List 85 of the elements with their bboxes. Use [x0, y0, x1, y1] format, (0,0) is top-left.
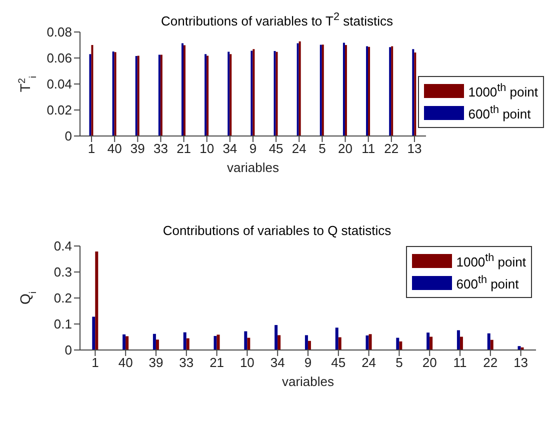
- x-tick-label: 40: [118, 355, 133, 370]
- bar: [183, 332, 186, 350]
- x-tick-label: 34: [222, 141, 238, 156]
- x-tick-label: 9: [249, 141, 257, 156]
- bar: [247, 338, 250, 350]
- bar: [487, 333, 490, 350]
- bar: [91, 45, 94, 136]
- bar: [230, 54, 232, 136]
- x-tick-label: 21: [176, 141, 192, 156]
- legend-label: 600$^{th}$ point: [468, 104, 531, 122]
- x-tick-label: 9: [304, 355, 312, 370]
- bar: [490, 340, 494, 350]
- legend-label: 1000$^{th}$ point: [468, 82, 538, 100]
- bar: [304, 335, 308, 350]
- bar: [126, 336, 129, 350]
- x-tick-label: 11: [362, 141, 376, 156]
- x-tick-label: 33: [154, 141, 168, 156]
- bar: [122, 334, 126, 350]
- bar: [335, 328, 338, 350]
- y-tick-label: 0.04: [46, 76, 72, 92]
- x-tick-label: 22: [384, 141, 399, 156]
- bar: [214, 336, 217, 350]
- x-tick-label: 5: [396, 355, 403, 370]
- x-axis-title: variables: [282, 374, 335, 389]
- legend-label: 600$^{th}$ point: [456, 274, 519, 292]
- y-tick-label: 0.3: [54, 264, 72, 280]
- bar: [228, 52, 230, 136]
- x-tick-label: 40: [107, 141, 122, 156]
- x-axis-title: variables: [226, 160, 280, 175]
- bar: [244, 331, 248, 350]
- x-tick-label: 33: [179, 355, 194, 370]
- x-tick-label: 21: [210, 355, 224, 370]
- y-tick-label: 0.08: [46, 24, 72, 40]
- y-tick-label: 0.1: [54, 316, 72, 332]
- bar: [368, 334, 372, 350]
- x-tick-label: 45: [331, 355, 346, 370]
- x-tick-label: 34: [270, 355, 285, 370]
- bar: [152, 334, 156, 350]
- bar: [89, 54, 92, 136]
- bar: [216, 334, 220, 350]
- bar: [181, 43, 184, 136]
- bar: [92, 316, 96, 350]
- bar: [95, 251, 98, 350]
- x-tick-label: 5: [318, 141, 326, 156]
- x-tick-label: 39: [148, 355, 164, 370]
- bar: [460, 336, 463, 350]
- x-tick-label: 39: [130, 141, 145, 156]
- chart-title: Contributions of variables to Q statistics: [162, 222, 392, 240]
- bar: [456, 330, 460, 350]
- x-tick-label: 1: [88, 141, 96, 156]
- y-tick-label: 0.06: [46, 50, 72, 66]
- y-tick-label: 0.2: [54, 290, 72, 306]
- y-tick-label: 0: [64, 128, 72, 144]
- bar: [414, 52, 416, 136]
- y-tick-label: 0.02: [46, 102, 72, 118]
- legend-label: 1000$^{th}$ point: [456, 252, 526, 270]
- x-tick-label: 20: [338, 141, 352, 156]
- y-tick-label: 0: [64, 342, 72, 358]
- x-tick-label: 11: [453, 355, 467, 370]
- bar: [399, 341, 402, 350]
- x-tick-label: 10: [240, 355, 254, 370]
- bar: [366, 335, 369, 350]
- x-tick-label: 20: [422, 355, 437, 370]
- bar: [308, 340, 311, 350]
- x-tick-label: 13: [407, 141, 422, 156]
- y-tick-label: 0.4: [54, 238, 72, 254]
- x-tick-label: 1: [92, 355, 99, 370]
- bar: [344, 45, 347, 136]
- bar: [186, 338, 190, 350]
- bar: [338, 337, 342, 350]
- bar: [430, 336, 433, 350]
- bar: [342, 42, 345, 136]
- bar: [396, 338, 400, 350]
- bar: [412, 49, 414, 136]
- bar: [156, 340, 159, 350]
- x-tick-label: 10: [200, 141, 214, 156]
- x-tick-label: 22: [483, 355, 498, 370]
- bar: [274, 325, 278, 350]
- x-tick-label: 13: [514, 355, 528, 370]
- x-tick-label: 24: [292, 141, 306, 156]
- chart-title: Contributions of variables to T$^{2}$ statistics: [160, 10, 394, 28]
- x-tick-label: 24: [362, 355, 376, 370]
- x-tick-label: 45: [268, 141, 284, 156]
- bar: [426, 332, 430, 350]
- bar: [278, 335, 281, 350]
